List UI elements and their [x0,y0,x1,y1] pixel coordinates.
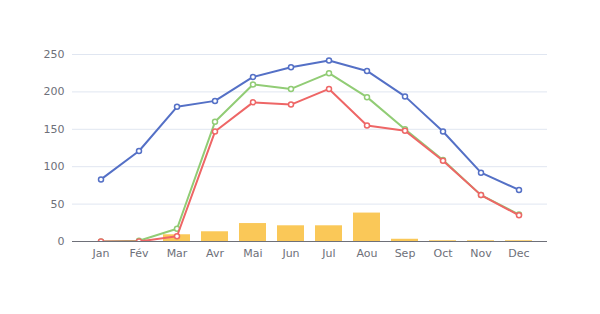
svg-text:Jan: Jan [92,247,110,260]
svg-text:Jun: Jun [281,247,299,260]
svg-text:Dec: Dec [508,247,529,260]
svg-text:Jul: Jul [321,247,335,260]
svg-text:Mar: Mar [167,247,188,260]
svg-text:Avr: Avr [206,247,224,260]
svg-text:Aou: Aou [356,247,377,260]
svg-text:Oct: Oct [433,247,453,260]
svg-text:250: 250 [44,48,65,61]
svg-text:Fév: Fév [129,247,148,260]
svg-text:100: 100 [44,160,65,173]
svg-text:50: 50 [51,198,65,211]
svg-text:150: 150 [44,123,65,136]
svg-text:Nov: Nov [470,247,492,260]
svg-text:0: 0 [58,235,65,248]
svg-text:200: 200 [44,85,65,98]
svg-text:Mai: Mai [243,247,262,260]
svg-text:Sep: Sep [395,247,416,260]
